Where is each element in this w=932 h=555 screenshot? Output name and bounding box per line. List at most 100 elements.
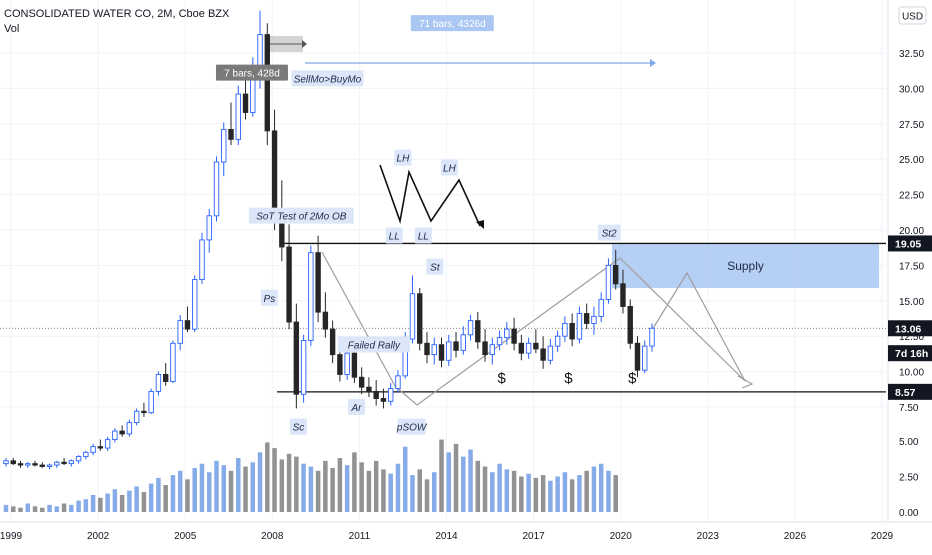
volume-bar bbox=[221, 465, 227, 512]
annotation-label: 7 bars, 428d bbox=[224, 69, 280, 80]
price-axis[interactable]: USD 32.50 30.00 27.50 25.00 22.50 20.00 17.50 15… bbox=[887, 0, 932, 522]
candle-body bbox=[446, 341, 452, 361]
time-tick-label: 2029 bbox=[871, 531, 894, 542]
measure-arrowhead-long bbox=[650, 59, 656, 67]
candle-body bbox=[148, 390, 154, 414]
candle-body bbox=[192, 279, 198, 330]
volume-bar bbox=[257, 452, 263, 512]
candle-body bbox=[460, 334, 466, 351]
price-badge-label: 13.06 bbox=[895, 323, 921, 335]
annotation-label: LL bbox=[418, 231, 429, 242]
annotation-box bbox=[597, 224, 621, 241]
volume-bar bbox=[613, 475, 618, 512]
candle-body bbox=[642, 345, 648, 371]
volume-bar bbox=[206, 472, 212, 512]
annotation-box bbox=[260, 289, 278, 306]
volume-bar bbox=[453, 443, 459, 512]
volume-bar bbox=[475, 460, 481, 512]
volume-bar bbox=[250, 462, 256, 512]
candle-body bbox=[141, 410, 147, 414]
candle-body bbox=[358, 376, 365, 388]
candle-body bbox=[547, 345, 554, 361]
volume-bar bbox=[519, 476, 524, 512]
drawings bbox=[265, 36, 754, 406]
volume-bar bbox=[90, 494, 96, 512]
candle-body bbox=[569, 323, 575, 340]
candle-body bbox=[264, 34, 271, 132]
candle-body bbox=[583, 313, 590, 324]
price-tick-label: 30.00 bbox=[899, 84, 924, 95]
volume-bar bbox=[439, 439, 444, 512]
volume-bar bbox=[417, 469, 422, 512]
annotation-label: LH bbox=[443, 164, 457, 175]
price-axis-background bbox=[888, 0, 932, 522]
time-axis[interactable]: 1999 2002 2005 2008 2011 2014 2017 2020 2023 2026… bbox=[0, 521, 932, 542]
candle-body bbox=[380, 398, 387, 402]
volume-bar bbox=[555, 476, 560, 512]
candle-body bbox=[576, 313, 583, 340]
candle-body bbox=[184, 320, 191, 330]
time-tick-label: 2020 bbox=[610, 531, 633, 542]
candle-body bbox=[482, 341, 488, 356]
volume-bar bbox=[424, 479, 430, 512]
candle-body bbox=[206, 215, 212, 241]
price-tick-label: 20.00 bbox=[899, 226, 924, 237]
symbol-title: CONSOLIDATED WATER CO, 2M, Cboe BZX bbox=[4, 8, 230, 20]
candle-body bbox=[112, 430, 118, 441]
volume-bar bbox=[352, 452, 357, 512]
volume-bar bbox=[156, 477, 161, 512]
symbol-header: CONSOLIDATED WATER CO, 2M, Cboe BZX Vol bbox=[4, 8, 229, 35]
zigzag-arrowhead bbox=[476, 220, 484, 229]
candle-body bbox=[475, 320, 481, 343]
volume-bar bbox=[214, 460, 219, 512]
volume-bar bbox=[308, 466, 314, 512]
time-tick-label: 2014 bbox=[435, 531, 458, 542]
volume-bar bbox=[606, 470, 611, 512]
candle-body bbox=[90, 446, 96, 453]
candle-body bbox=[213, 161, 220, 217]
annotation-label: St bbox=[430, 263, 441, 274]
volume-bar bbox=[490, 472, 495, 512]
annotation-box bbox=[385, 227, 403, 244]
currency-badge bbox=[898, 6, 927, 25]
price-tick-label: 32.50 bbox=[899, 49, 924, 60]
candle-body bbox=[10, 460, 16, 465]
volume-bar bbox=[3, 504, 9, 512]
candle-body bbox=[605, 264, 612, 300]
candle-body bbox=[337, 354, 343, 375]
annotation-box bbox=[347, 398, 365, 415]
candle-body bbox=[395, 375, 401, 390]
zigzag-structure bbox=[379, 164, 481, 227]
price-badge-label: 7d 16h bbox=[895, 348, 928, 360]
volume-bar bbox=[25, 503, 31, 512]
volume-bar bbox=[134, 486, 139, 512]
candle-body bbox=[83, 451, 89, 458]
annotation-box bbox=[394, 149, 412, 166]
candle-body bbox=[17, 463, 24, 466]
candle-body bbox=[598, 298, 604, 317]
annotation-label: Ps bbox=[264, 294, 276, 305]
volume-bar bbox=[569, 479, 575, 512]
volume-bar bbox=[98, 497, 103, 512]
candle-body bbox=[242, 93, 249, 113]
volume-bar bbox=[54, 506, 60, 512]
volume-bar bbox=[337, 458, 343, 512]
candle-body bbox=[126, 422, 133, 435]
price-tick-label: 27.50 bbox=[899, 120, 924, 131]
volume-bar bbox=[105, 493, 110, 512]
volume-bar bbox=[192, 467, 197, 512]
volume-bar bbox=[468, 449, 473, 512]
annotation-label: St2 bbox=[602, 229, 617, 240]
price-badge-label: 19.05 bbox=[895, 238, 921, 250]
candle-body bbox=[75, 456, 82, 462]
annotation-label: LL bbox=[389, 231, 400, 242]
candle-body bbox=[453, 341, 459, 351]
projection-line-1 bbox=[321, 251, 418, 406]
time-tick-label: 2023 bbox=[697, 531, 720, 542]
volume-bar bbox=[446, 452, 452, 512]
volume-bars bbox=[3, 439, 618, 512]
volume-bar bbox=[584, 470, 589, 512]
candle-body bbox=[308, 252, 314, 341]
annotation-label: Failed Rally bbox=[348, 341, 401, 352]
